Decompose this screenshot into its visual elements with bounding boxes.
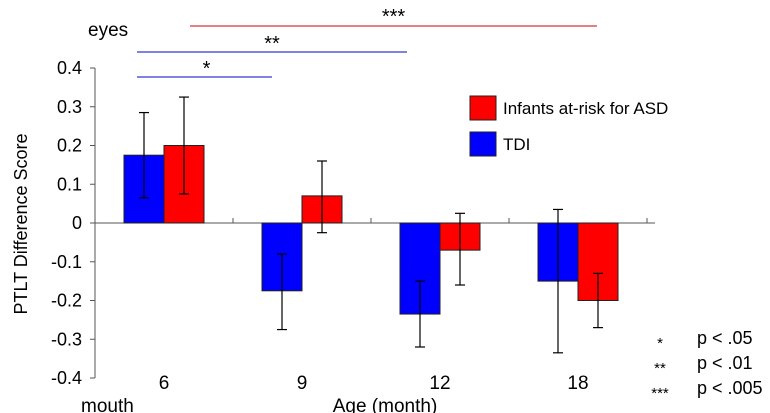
pvalue-stars: *: [657, 335, 663, 352]
significance-stars: *: [203, 58, 211, 80]
y-tick-label: 0.4: [57, 58, 82, 78]
significance-stars: **: [264, 33, 280, 55]
pvalue-text: p < .01: [697, 353, 753, 373]
y-tick-label: 0.1: [57, 174, 82, 194]
legend: Infants at-risk for ASD TDI: [469, 95, 668, 157]
bars: [123, 145, 619, 315]
y-tick-label: 0.2: [57, 136, 82, 156]
pvalue-stars: ***: [651, 385, 669, 402]
legend-swatch: [469, 131, 497, 157]
x-tick-label: 12: [429, 373, 450, 394]
top-annotation-eyes: eyes: [88, 20, 128, 41]
error-bars: [139, 96, 603, 354]
significance-brackets: ******: [137, 6, 597, 80]
y-axis-label: PTLT Difference Score: [11, 133, 31, 314]
x-tick-label: 6: [159, 373, 170, 394]
pvalue-text: p < .05: [697, 328, 753, 348]
axes: 0.4 0.3 0.2 0.1 0 -0.1 -0.2 -0.3 -0.4 6 9 12 18: [51, 58, 655, 394]
y-tick-label: -0.1: [51, 252, 82, 272]
pvalue-stars: **: [654, 360, 666, 377]
bottom-annotation-mouth: mouth: [81, 396, 134, 413]
y-tick-label: -0.3: [51, 329, 82, 349]
legend-label: Infants at-risk for ASD: [503, 99, 668, 118]
y-tick-label: -0.2: [51, 291, 82, 311]
x-axis-label: Age (month): [333, 396, 438, 413]
legend-label: TDI: [503, 135, 530, 154]
x-tick-label: 9: [297, 373, 308, 394]
labels: PTLT Difference Score Age (month) eyes m…: [11, 20, 437, 413]
y-tick-label: -0.4: [51, 368, 82, 388]
pvalue-text: p < .005: [697, 378, 763, 398]
x-tick-label: 18: [567, 373, 588, 394]
y-tick-label: 0.3: [57, 97, 82, 117]
pvalue-key: * p < .05 ** p < .01 *** p < .005: [651, 328, 762, 402]
significance-stars: ***: [382, 6, 406, 28]
y-tick-label: 0: [72, 213, 82, 233]
legend-swatch: [469, 95, 497, 121]
